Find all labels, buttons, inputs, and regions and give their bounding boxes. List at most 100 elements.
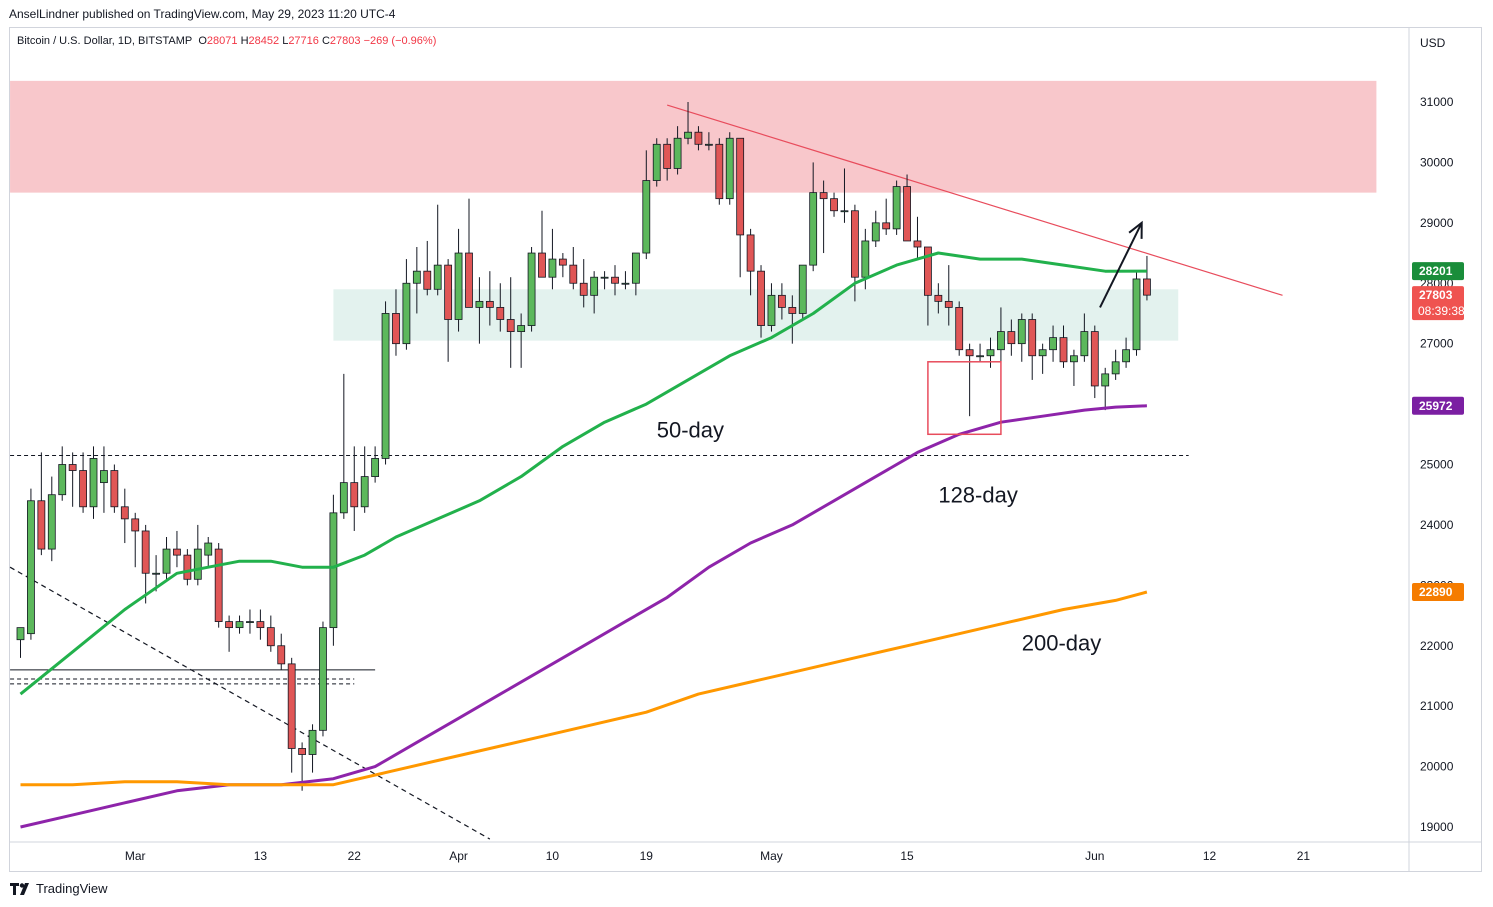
candle-body (465, 252, 473, 308)
candle-body (548, 258, 557, 278)
time-tick: Apr (449, 849, 468, 863)
moving-averages-layer (19, 251, 1148, 829)
candle-body (141, 530, 150, 574)
candle-body (246, 621, 254, 623)
candle (757, 265, 765, 338)
tradingview-logo-icon (10, 882, 29, 895)
candle (1017, 313, 1026, 362)
candle-body (1090, 331, 1099, 387)
candle (225, 615, 234, 652)
candle (840, 168, 849, 223)
candle (392, 289, 400, 356)
price-badges: 28201 27803 08:39:38 25972 22890 (1412, 262, 1465, 601)
candle-body (100, 470, 108, 484)
candle (454, 228, 463, 332)
candle-body (652, 143, 661, 181)
candle (433, 204, 442, 296)
candle (965, 343, 974, 417)
price-badge-bg (1412, 396, 1464, 415)
candle (851, 204, 859, 302)
candle-body (517, 325, 526, 332)
candle-body (579, 282, 588, 296)
price-tick: 27000 (1420, 337, 1454, 351)
time-tick: 10 (546, 849, 560, 863)
ma-line-200-day (20, 590, 1148, 787)
time-axis[interactable]: Mar 13 22 Apr 10 19 May 15 Jun 12 21 (125, 849, 1310, 863)
candle-body (631, 252, 640, 284)
candle (976, 343, 984, 362)
candle-body (89, 458, 98, 508)
candle-body (611, 276, 619, 284)
candle-body (287, 663, 296, 749)
symbol-info: Bitcoin / U.S. Dollar, 1D, BITSTAMP O280… (17, 35, 436, 47)
candle-body (955, 307, 964, 351)
candle (1111, 349, 1120, 380)
price-axis[interactable]: 1900020000210002200023000240002500026000… (1420, 95, 1454, 834)
candle-body (204, 542, 213, 556)
candle-body (1111, 361, 1120, 375)
candle (1070, 349, 1078, 386)
candle (944, 265, 953, 326)
ma-line-128-day (20, 404, 1147, 829)
candle (193, 524, 202, 586)
candle (819, 180, 828, 254)
price-tick: 21000 (1420, 699, 1454, 713)
candle (1028, 313, 1037, 380)
price-badge-value: 25972 (1419, 399, 1453, 413)
candle-body (110, 470, 119, 508)
candle-body (371, 458, 380, 477)
price-badge: 28201 (1412, 262, 1464, 281)
candle (465, 198, 473, 308)
candle-body (569, 264, 578, 284)
price-badge-value: 22890 (1419, 585, 1453, 599)
candle-body (944, 300, 953, 308)
candle-body (350, 482, 359, 508)
candle-body (527, 252, 536, 326)
publisher-line: AnselLindner published on TradingView.co… (9, 7, 396, 21)
candle-body (1080, 331, 1089, 357)
candle (788, 295, 797, 344)
candle (152, 555, 160, 592)
candle-body (798, 264, 807, 314)
candle (611, 265, 619, 296)
candle (162, 537, 171, 580)
candle-body (934, 294, 943, 302)
price-tick: 25000 (1420, 458, 1454, 472)
candle (120, 488, 129, 544)
candle-body (360, 476, 369, 508)
candle (1080, 313, 1089, 362)
candle (767, 283, 776, 332)
candle (986, 337, 995, 368)
lines-layer (9, 104, 1283, 840)
candle (1059, 325, 1068, 368)
chart-frame (9, 27, 1482, 872)
candle-body (162, 548, 171, 574)
candle (350, 446, 359, 531)
candle-body (485, 300, 494, 308)
candle (58, 446, 67, 501)
candle-body (924, 246, 932, 296)
candle-body (882, 222, 891, 230)
price-tick: 24000 (1420, 518, 1454, 532)
candle (16, 627, 25, 658)
price-tick: 29000 (1420, 216, 1454, 230)
candle-body (68, 464, 77, 471)
candle-body (809, 192, 818, 266)
candle-body (704, 143, 713, 146)
candle-body (256, 621, 265, 629)
candle (997, 307, 1005, 362)
candle-body (684, 131, 692, 139)
candle (777, 283, 786, 320)
candle-body (423, 270, 432, 290)
candle-body (131, 518, 140, 532)
candle-body (433, 264, 442, 290)
candle (371, 446, 380, 483)
candle-body (183, 554, 192, 580)
price-tick: 22000 (1420, 639, 1454, 653)
candle (715, 138, 724, 205)
candle-body (1101, 373, 1110, 387)
candle-body (736, 137, 745, 236)
candle (381, 301, 390, 465)
close-label: C (321, 35, 330, 47)
